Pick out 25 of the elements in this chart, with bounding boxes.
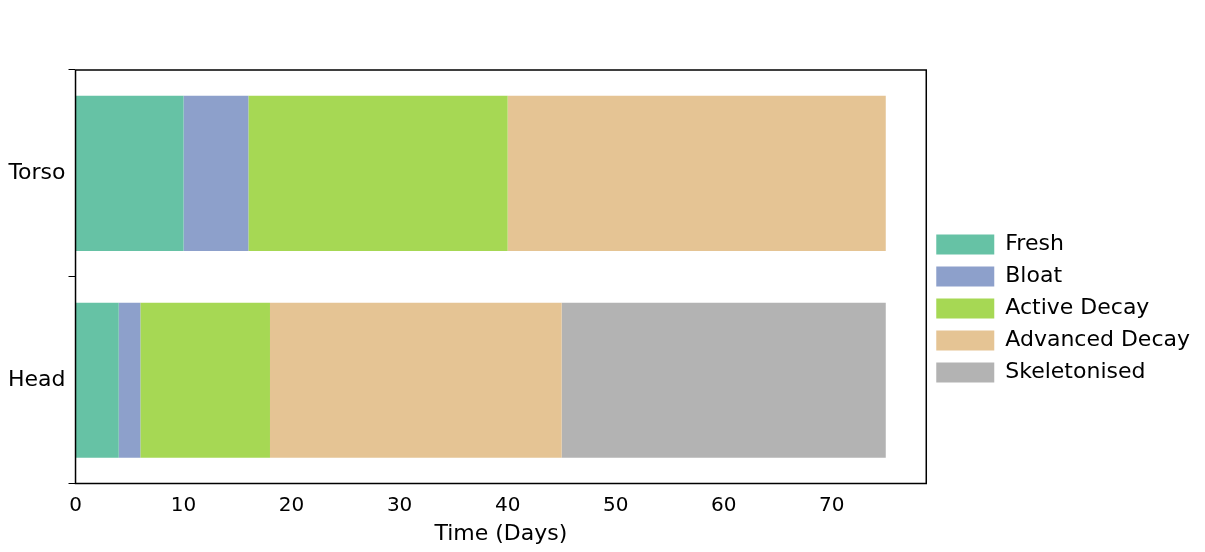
x-tick-label: 40	[494, 491, 521, 516]
x-tick-label: 0	[69, 491, 82, 516]
legend-label: Fresh	[1005, 230, 1064, 256]
x-axis-title: Time (Days)	[433, 519, 568, 545]
legend-label: Advanced Decay	[1005, 326, 1190, 352]
bar	[561, 302, 886, 458]
x-tick-label: 50	[602, 491, 629, 516]
legend-label: Bloat	[1005, 262, 1063, 288]
x-tick-label: 20	[278, 491, 305, 516]
x-tick-label: 60	[710, 491, 737, 516]
legend-label: Active Decay	[1005, 294, 1150, 320]
x-tick-label: 30	[386, 491, 413, 516]
x-tick-label: 70	[819, 491, 845, 516]
y-tick-label: Head	[7, 365, 66, 391]
bar	[248, 95, 508, 251]
bar	[118, 302, 141, 458]
y-tick-label: Torso	[7, 159, 66, 185]
bar	[75, 95, 184, 251]
bar	[75, 302, 119, 458]
bar	[140, 302, 270, 458]
bar	[183, 95, 249, 251]
bar	[507, 95, 886, 251]
x-tick-label: 10	[170, 491, 197, 516]
legend-label: Skeletonised	[1005, 358, 1146, 384]
bar	[269, 302, 562, 458]
